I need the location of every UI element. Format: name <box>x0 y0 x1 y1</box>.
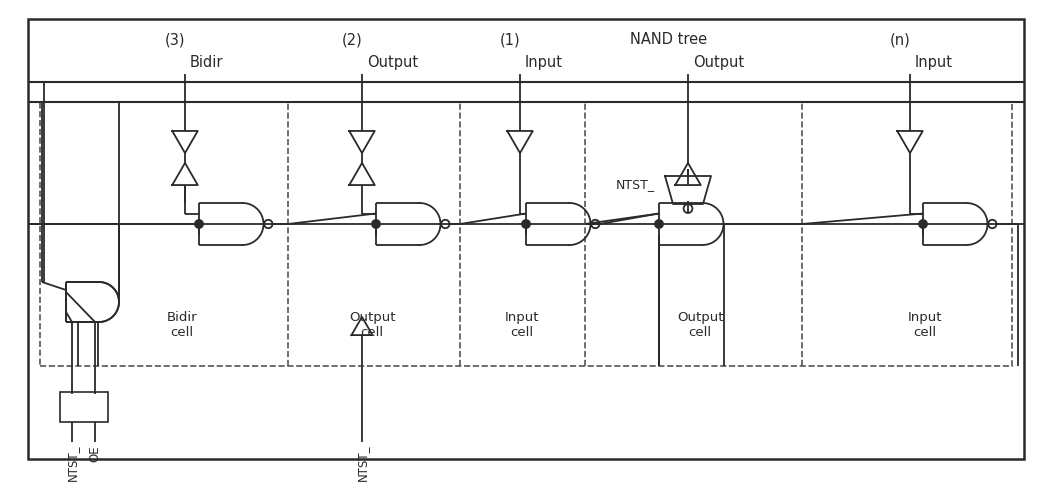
Text: (1): (1) <box>500 32 521 47</box>
Text: Input
cell: Input cell <box>505 310 540 338</box>
Circle shape <box>195 221 203 228</box>
Text: NAND tree: NAND tree <box>630 32 707 47</box>
Text: Input
cell: Input cell <box>908 310 943 338</box>
Text: Input: Input <box>915 55 953 70</box>
Text: Output
cell: Output cell <box>676 310 724 338</box>
Text: (n): (n) <box>890 32 910 47</box>
Text: Output
cell: Output cell <box>349 310 396 338</box>
Text: Bidir: Bidir <box>190 55 223 70</box>
Circle shape <box>372 221 380 228</box>
Text: NTST_: NTST_ <box>356 444 368 481</box>
Circle shape <box>655 221 663 228</box>
Text: NTST_: NTST_ <box>616 178 655 191</box>
Text: NTST_: NTST_ <box>65 444 79 481</box>
Circle shape <box>522 221 530 228</box>
Text: Output: Output <box>693 55 744 70</box>
Text: (2): (2) <box>342 32 362 47</box>
Text: OE: OE <box>88 444 101 461</box>
Bar <box>40 103 1012 366</box>
Bar <box>60 392 108 422</box>
Text: Bidir
cell: Bidir cell <box>166 310 198 338</box>
Text: Input: Input <box>525 55 563 70</box>
Text: Output: Output <box>367 55 418 70</box>
Text: (3): (3) <box>165 32 185 47</box>
Circle shape <box>919 221 927 228</box>
